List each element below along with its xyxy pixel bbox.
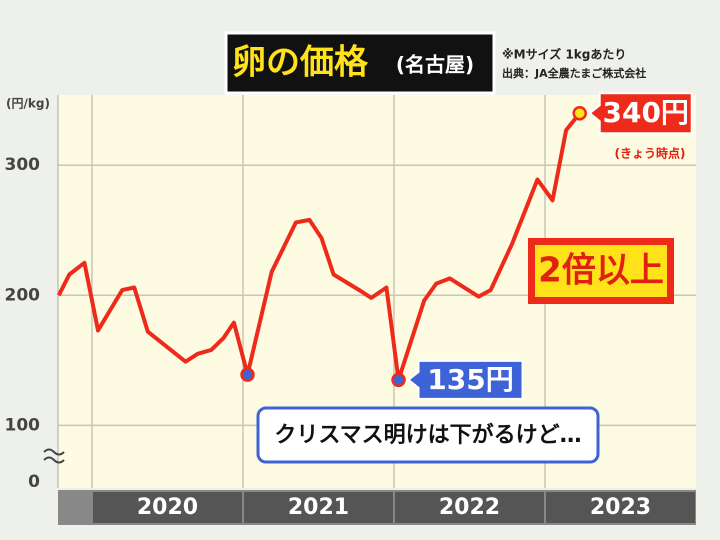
- x-tick-label: 2021: [288, 495, 349, 520]
- x-tick-label: 2022: [439, 495, 500, 520]
- callout-inner: [535, 245, 667, 297]
- source: 出典：JA全農たまご株式会社: [502, 66, 646, 80]
- y-tick-label: 100: [5, 415, 41, 435]
- annotation: クリスマス明けは下がるけど…: [274, 422, 581, 448]
- chart-subtitle: (名古屋): [396, 53, 474, 77]
- year-band: [92, 492, 242, 523]
- x-tick-label: 2023: [590, 495, 651, 520]
- y-tick-label: 300: [5, 155, 41, 175]
- annotation: (きょう時点): [615, 146, 686, 161]
- y-origin-label: 0: [28, 472, 40, 492]
- value-label: 135円: [427, 363, 513, 396]
- point-marker: [572, 105, 587, 121]
- chart-title: 卵の価格: [232, 43, 369, 83]
- title-box: [224, 31, 496, 95]
- y-tick-label: 200: [5, 285, 41, 305]
- annotation: 2倍以上: [538, 251, 664, 291]
- year-band: [394, 492, 544, 523]
- value-label-box: [406, 359, 524, 400]
- speech-bubble: [256, 406, 600, 464]
- note: ※Mサイズ 1kgあたり: [502, 47, 626, 62]
- value-label-box: [588, 92, 693, 135]
- point-marker: [391, 372, 406, 388]
- axis-break: [43, 448, 65, 464]
- y-axis-label: (円/kg): [6, 97, 50, 111]
- data-line: [56, 111, 582, 382]
- year-band: [545, 492, 695, 523]
- year-band: [243, 492, 393, 523]
- value-label: 340円: [602, 96, 688, 129]
- point-marker: [240, 367, 255, 382]
- x-tick-label: 2020: [137, 495, 198, 520]
